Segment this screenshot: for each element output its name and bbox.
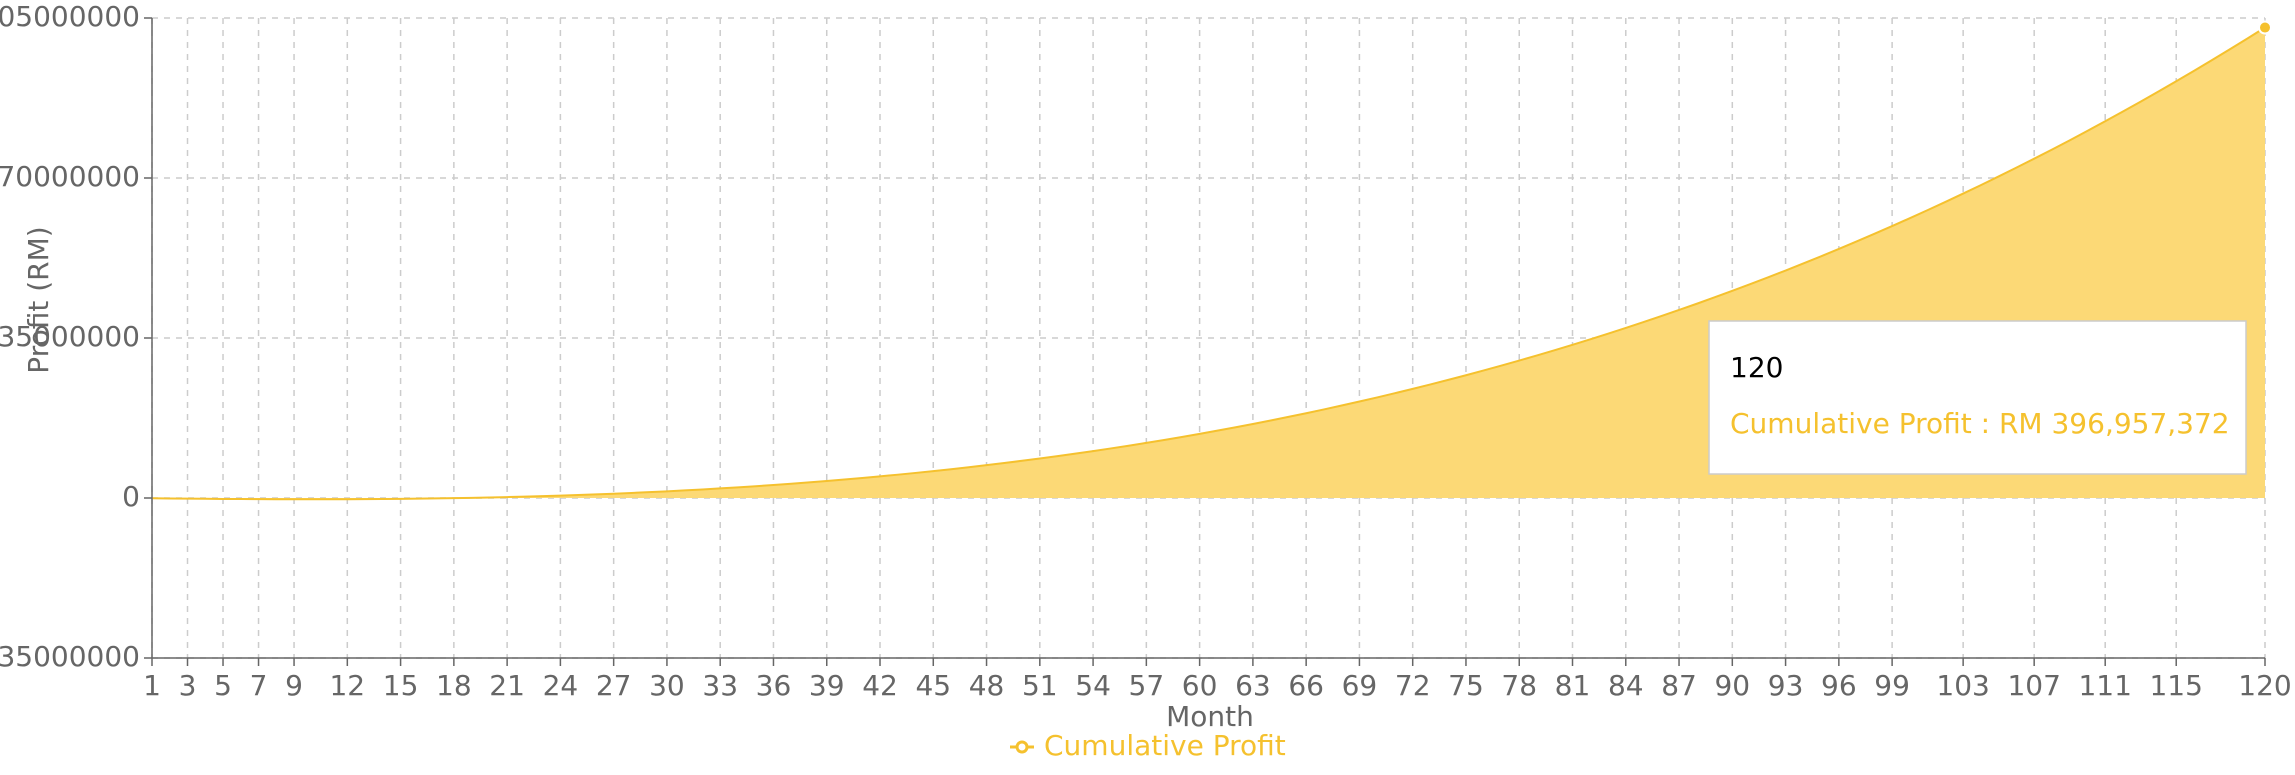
- x-tick-label: 45: [915, 669, 951, 702]
- legend-marker: [1015, 740, 1029, 754]
- x-tick-label: 66: [1288, 669, 1324, 702]
- x-tick-label: 115: [2149, 669, 2202, 702]
- x-tick-label: 3: [179, 669, 197, 702]
- x-tick-label: 111: [2078, 669, 2131, 702]
- x-tick-label: 54: [1075, 669, 1111, 702]
- x-tick-label: 51: [1022, 669, 1058, 702]
- y-tick-label: 135000000: [0, 320, 140, 353]
- axes: -135000000013500000027000000040500000013…: [0, 0, 2292, 702]
- x-tick-label: 33: [702, 669, 738, 702]
- x-tick-label: 96: [1821, 669, 1857, 702]
- x-tick-label: 72: [1395, 669, 1431, 702]
- legend-label: Cumulative Profit: [1044, 729, 1286, 762]
- x-tick-label: 63: [1235, 669, 1271, 702]
- line: [151, 26, 2266, 501]
- x-tick-label: 48: [969, 669, 1005, 702]
- x-tick-label: 9: [285, 669, 303, 702]
- x-tick-label: 87: [1661, 669, 1697, 702]
- x-tick-label: 1: [143, 669, 161, 702]
- x-tick-label: 12: [329, 669, 365, 702]
- x-tick-label: 69: [1342, 669, 1378, 702]
- x-tick-label: 30: [649, 669, 685, 702]
- tooltip-box: [1708, 320, 2247, 475]
- x-tick-label: 5: [214, 669, 232, 702]
- grid: [151, 17, 2266, 659]
- x-tick-label: 42: [862, 669, 898, 702]
- y-tick-label: 270000000: [0, 160, 140, 193]
- tooltip-label: 120: [1730, 351, 1783, 384]
- tooltip-value: Cumulative Profit : RM 396,957,372: [1730, 407, 2230, 440]
- x-tick-label: 81: [1555, 669, 1591, 702]
- x-tick-label: 7: [250, 669, 268, 702]
- y-tick-label: -135000000: [0, 640, 140, 673]
- x-tick-label: 18: [436, 669, 472, 702]
- x-tick-label: 21: [489, 669, 525, 702]
- x-tick-label: 24: [543, 669, 579, 702]
- y-tick-label: 0: [122, 480, 140, 513]
- legend: Cumulative Profit: [1010, 729, 1286, 762]
- x-tick-label: 27: [596, 669, 632, 702]
- x-axis-label: Month: [1166, 700, 1254, 733]
- x-tick-label: 93: [1768, 669, 1804, 702]
- x-tick-label: 39: [809, 669, 845, 702]
- x-tick-label: 120: [2238, 669, 2291, 702]
- x-tick-label: 36: [756, 669, 792, 702]
- tooltip: 120 Cumulative Profit : RM 396,957,372: [1708, 320, 2247, 475]
- x-tick-label: 78: [1501, 669, 1537, 702]
- x-tick-label: 99: [1874, 669, 1910, 702]
- x-tick-label: 103: [1936, 669, 1989, 702]
- y-tick-label: 405000000: [0, 0, 140, 33]
- x-tick-label: 90: [1714, 669, 1750, 702]
- active-dot: [2258, 20, 2272, 35]
- y-axis-label: Profit (RM): [22, 226, 55, 373]
- x-tick-label: 75: [1448, 669, 1484, 702]
- x-tick-label: 107: [2007, 669, 2060, 702]
- x-tick-label: 15: [383, 669, 419, 702]
- x-tick-label: 57: [1129, 669, 1165, 702]
- x-tick-label: 84: [1608, 669, 1644, 702]
- x-tick-label: 60: [1182, 669, 1218, 702]
